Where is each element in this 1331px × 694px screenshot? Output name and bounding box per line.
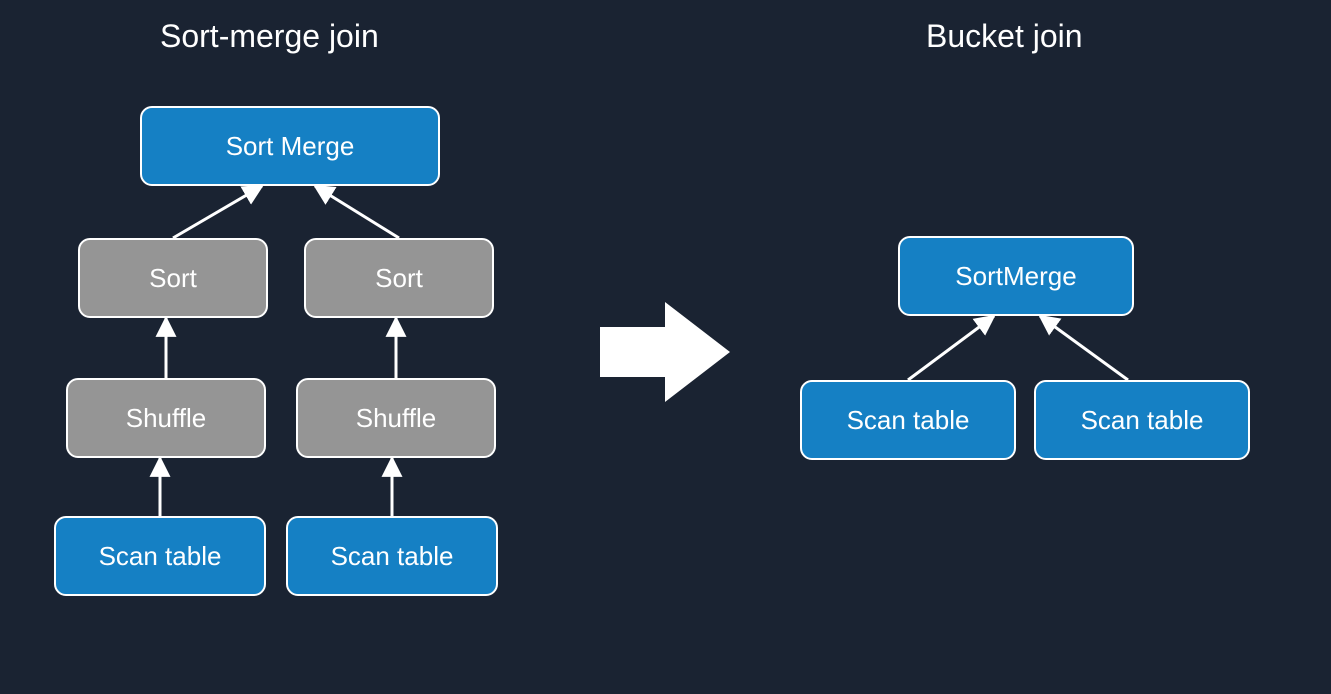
- left-shuffle-l: Shuffle: [66, 378, 266, 458]
- right-root-sortmerge: SortMerge: [898, 236, 1134, 316]
- title-right: Bucket join: [926, 18, 1083, 55]
- transition-arrow-icon: [600, 302, 730, 402]
- right-scan-r: Scan table: [1034, 380, 1250, 460]
- edge-arrow: [173, 186, 262, 238]
- right-scan-l: Scan table: [800, 380, 1016, 460]
- edge-arrow: [1040, 316, 1128, 380]
- left-sort-l: Sort: [78, 238, 268, 318]
- left-sort-r: Sort: [304, 238, 494, 318]
- left-scan-r: Scan table: [286, 516, 498, 596]
- left-shuffle-r: Shuffle: [296, 378, 496, 458]
- title-left: Sort-merge join: [160, 18, 379, 55]
- left-root-sort-merge: Sort Merge: [140, 106, 440, 186]
- edge-arrow: [908, 316, 994, 380]
- left-scan-l: Scan table: [54, 516, 266, 596]
- edge-arrow: [315, 186, 399, 238]
